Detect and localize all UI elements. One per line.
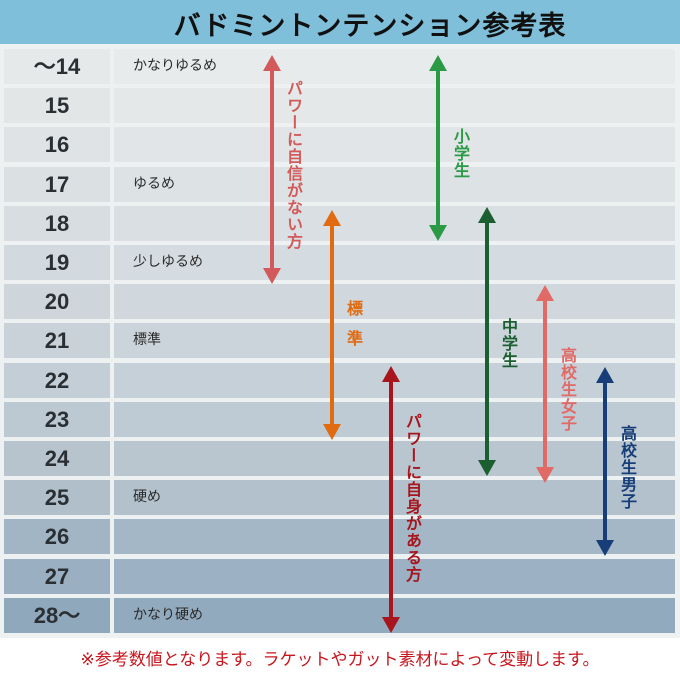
arrowhead-up-icon <box>382 366 400 382</box>
arrow-shaft <box>330 222 334 428</box>
tension-value: 28～ <box>4 597 110 633</box>
tension-value: ～14 <box>4 49 110 84</box>
footnote: ※参考数値となります。ラケットやガット素材によって変動します。 <box>80 650 600 670</box>
table-row: 17 ゆるめ <box>4 166 675 202</box>
table-row: 23 <box>4 401 675 437</box>
range-label-junior-high: 中学生 <box>499 318 518 369</box>
table-row: 20 <box>4 284 675 320</box>
arrowhead-down-icon <box>536 467 554 483</box>
tension-description <box>114 127 675 163</box>
arrowhead-down-icon <box>323 424 341 440</box>
tension-value: 17 <box>4 166 110 202</box>
tension-description <box>114 88 675 124</box>
double-arrow-icon <box>536 285 554 483</box>
range-label-elementary: 小学生 <box>451 128 470 179</box>
tension-value: 25 <box>4 480 110 516</box>
double-arrow-icon <box>478 207 496 476</box>
range-label-power-confident: パワーに自身がある方 <box>403 413 422 583</box>
table-row: ～14 かなりゆるめ <box>4 49 675 84</box>
tension-description: かなりゆるめ <box>114 49 675 84</box>
table-row: 19 少しゆるめ <box>4 245 675 280</box>
tension-description <box>114 401 675 437</box>
tension-description <box>114 284 675 320</box>
arrowhead-up-icon <box>429 55 447 71</box>
range-label-standard: 標準 <box>344 300 363 360</box>
table-row: 27 <box>4 558 675 594</box>
range-label-high-school-boys: 高校生男子 <box>618 425 637 510</box>
tension-value: 24 <box>4 441 110 476</box>
table-row: 15 <box>4 88 675 124</box>
table-row: 16 <box>4 127 675 163</box>
double-arrow-icon <box>263 55 281 284</box>
arrow-shaft <box>436 67 440 229</box>
double-arrow-icon <box>596 367 614 556</box>
arrowhead-down-icon <box>382 617 400 633</box>
arrowhead-up-icon <box>596 367 614 383</box>
tension-description: 硬め <box>114 480 675 516</box>
double-arrow-icon <box>429 55 447 241</box>
table-row: 26 <box>4 519 675 555</box>
tension-value: 21 <box>4 323 110 359</box>
tension-description: 標準 <box>114 323 675 359</box>
double-arrow-icon <box>382 366 400 633</box>
tension-table: ～14 かなりゆるめ 15 16 17 ゆるめ 18 19 少しゆるめ 20 21 標準 22 23 24 2… <box>0 44 680 638</box>
arrowhead-down-icon <box>478 460 496 476</box>
arrowhead-up-icon <box>536 285 554 301</box>
table-row: 28～ かなり硬め <box>4 597 675 633</box>
tension-value: 27 <box>4 558 110 594</box>
arrow-shaft <box>270 67 274 272</box>
arrowhead-up-icon <box>478 207 496 223</box>
tension-description: ゆるめ <box>114 166 675 202</box>
table-row: 21 標準 <box>4 323 675 359</box>
tension-description <box>114 205 675 241</box>
page-title: バドミントンテンション参考表 <box>173 11 567 42</box>
table-row: 25 硬め <box>4 480 675 516</box>
arrowhead-up-icon <box>323 210 341 226</box>
arrow-shaft <box>543 297 547 471</box>
range-label-high-school-girls: 高校生女子 <box>558 347 577 432</box>
table-row: 24 <box>4 441 675 476</box>
arrow-shaft <box>389 378 393 621</box>
tension-description <box>114 441 675 476</box>
arrow-shaft <box>603 379 607 544</box>
tension-value: 18 <box>4 205 110 241</box>
table-row: 18 <box>4 205 675 241</box>
tension-value: 16 <box>4 127 110 163</box>
tension-description <box>114 558 675 594</box>
tension-value: 15 <box>4 88 110 124</box>
double-arrow-icon <box>323 210 341 440</box>
tension-value: 23 <box>4 401 110 437</box>
arrow-shaft <box>485 219 489 464</box>
tension-description <box>114 519 675 555</box>
arrowhead-up-icon <box>263 55 281 71</box>
arrowhead-down-icon <box>596 540 614 556</box>
tension-value: 26 <box>4 519 110 555</box>
tension-value: 22 <box>4 362 110 398</box>
arrowhead-down-icon <box>429 225 447 241</box>
tension-description: 少しゆるめ <box>114 245 675 280</box>
tension-value: 19 <box>4 245 110 280</box>
tension-value: 20 <box>4 284 110 320</box>
range-label-power-not-confident: パワーに自信がない方 <box>284 80 303 250</box>
title-bar: バドミントンテンション参考表 <box>0 0 680 44</box>
arrowhead-down-icon <box>263 268 281 284</box>
